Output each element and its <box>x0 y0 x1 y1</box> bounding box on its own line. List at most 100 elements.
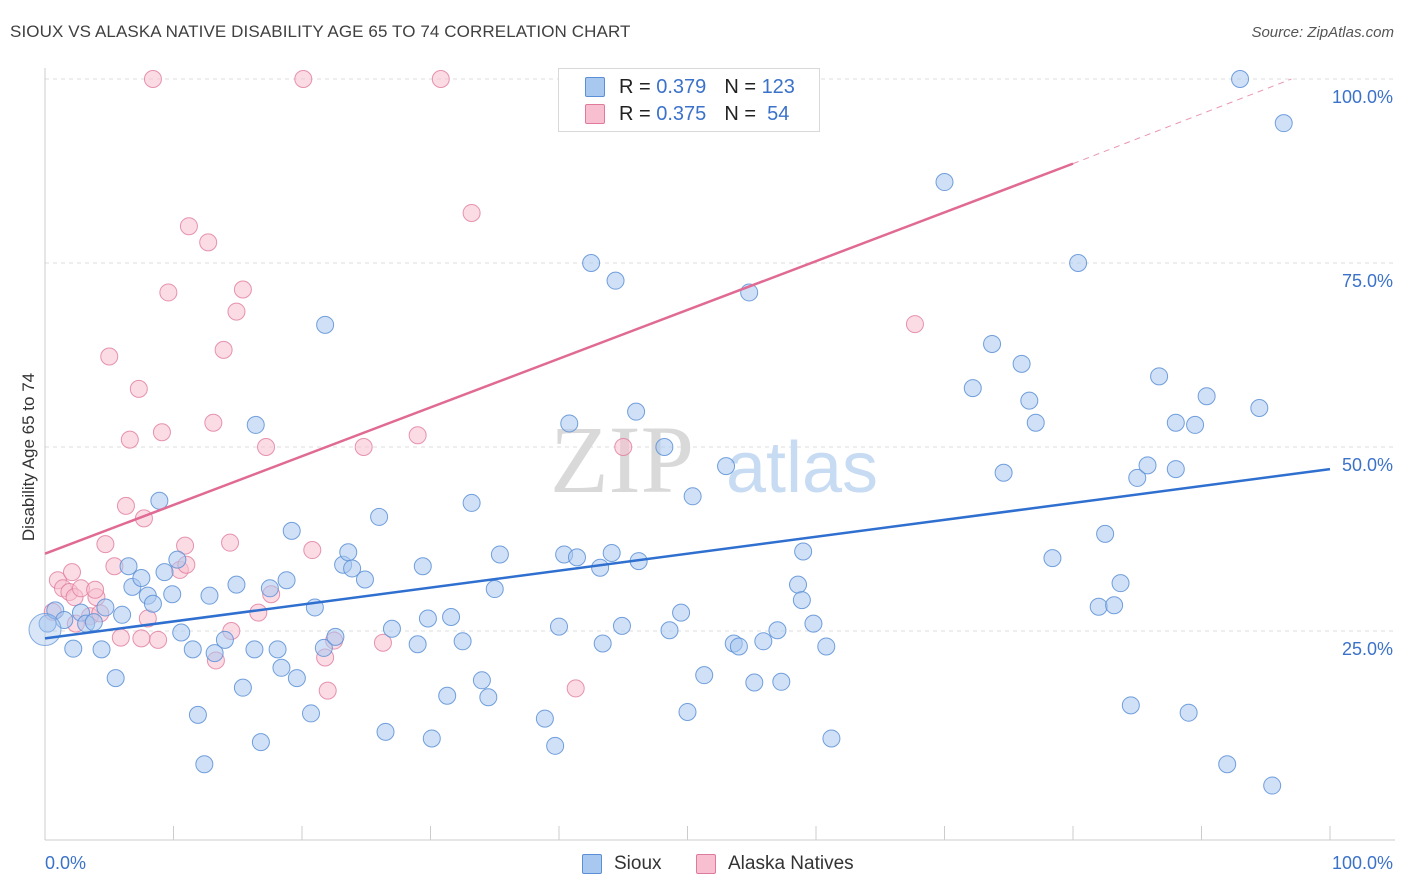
alaska-natives-trend-extension <box>1072 78 1292 165</box>
sioux-point <box>1121 696 1140 715</box>
legend-label-alaska-natives: Alaska Natives <box>728 853 854 874</box>
sioux-point <box>1166 460 1185 479</box>
series-legend: Sioux Alaska Natives <box>0 853 1406 877</box>
alaska-natives-point <box>318 681 337 700</box>
sioux-point <box>1012 354 1031 373</box>
sioux-point <box>462 493 481 512</box>
sioux-point <box>168 550 187 569</box>
axes <box>44 68 1395 841</box>
sioux-point <box>792 591 811 610</box>
sioux-point <box>453 632 472 651</box>
alaska-natives-point <box>96 535 115 554</box>
sioux-point <box>355 570 374 589</box>
sioux-point <box>550 617 568 636</box>
sioux-point <box>418 609 437 628</box>
sioux-point <box>438 686 457 705</box>
sioux-point <box>251 733 270 752</box>
sioux-point <box>655 438 674 456</box>
sioux-point <box>678 702 697 721</box>
sioux-point <box>472 671 491 690</box>
sioux-point <box>1197 387 1216 406</box>
source-label: Source: ZipAtlas.com <box>1251 24 1394 41</box>
sioux-point <box>64 639 83 658</box>
sioux-point <box>1128 468 1147 487</box>
sioux-point <box>1026 413 1045 432</box>
sioux-point <box>227 575 246 594</box>
sioux-point <box>729 637 748 656</box>
alaska-natives-point <box>132 629 151 648</box>
alaska-legend-swatch <box>696 854 716 874</box>
sioux-point <box>1089 597 1108 616</box>
sioux-point <box>326 627 345 646</box>
sioux-point <box>200 586 219 605</box>
stats-row-alaska: R = 0.375 N = 54 <box>585 100 789 128</box>
legend-item-sioux: Sioux <box>582 853 662 875</box>
sioux-point <box>268 640 287 659</box>
alaska-natives-point <box>227 302 246 321</box>
sioux-point <box>1020 391 1039 410</box>
sioux-point <box>789 575 808 594</box>
sioux-point <box>314 638 333 657</box>
sioux-point <box>339 543 358 562</box>
alaska-natives-point <box>159 283 178 302</box>
alaska-natives-point <box>257 438 276 456</box>
sioux-point <box>282 521 301 540</box>
alaska-natives-point <box>86 580 105 599</box>
alaska-natives-point <box>566 679 585 698</box>
sioux-point <box>1043 549 1062 568</box>
sioux-point <box>155 563 174 582</box>
sioux-point <box>1231 70 1250 88</box>
sioux-point <box>408 635 427 654</box>
sioux-point <box>92 640 111 659</box>
sioux-point <box>287 669 306 688</box>
sioux-point <box>215 630 234 649</box>
alaska-natives-point <box>431 70 450 88</box>
alaska-natives-point <box>905 315 924 334</box>
sioux-point <box>245 640 264 659</box>
sioux-point <box>602 543 621 562</box>
sioux-point <box>343 559 362 578</box>
alaska-natives-point <box>120 430 139 449</box>
sioux-point <box>188 705 207 724</box>
sioux-point <box>272 658 291 677</box>
sioux-point <box>260 579 279 598</box>
sioux-point <box>660 621 679 640</box>
y-tick-label: 50.0% <box>1342 455 1393 475</box>
sioux-point <box>376 722 395 741</box>
legend-label-sioux: Sioux <box>614 853 662 874</box>
sioux-point <box>413 557 432 576</box>
alaska-natives-point <box>408 426 427 445</box>
sioux-point <box>567 548 586 567</box>
sioux-point <box>822 729 841 748</box>
sioux-point <box>794 542 813 561</box>
sioux-point <box>1096 524 1115 543</box>
sioux-point <box>96 598 115 617</box>
sioux-point <box>1150 367 1169 386</box>
sioux-point <box>1250 398 1269 417</box>
sioux-point <box>606 271 625 290</box>
sioux-point <box>28 613 62 647</box>
sioux-point <box>817 637 836 656</box>
alaska-natives-point <box>116 496 135 515</box>
sioux-point <box>935 173 954 192</box>
sioux-point <box>150 491 169 510</box>
alaska-natives-point <box>373 633 392 652</box>
alaska-natives-point <box>100 347 119 366</box>
y-tick-label: 100.0% <box>1332 87 1393 107</box>
alaska-natives-point <box>129 379 148 398</box>
alaska-natives-point <box>143 70 162 88</box>
sioux-point <box>612 616 631 635</box>
r-label: R = <box>619 102 651 125</box>
alaska-natives-point <box>614 438 633 456</box>
sioux-point <box>745 673 764 692</box>
alaska-natives-point <box>149 630 168 649</box>
alaska-natives-point <box>111 628 130 647</box>
sioux-point <box>754 632 773 651</box>
sioux-point <box>695 666 714 685</box>
sioux-point <box>717 457 736 476</box>
alaska-natives-point <box>303 541 322 560</box>
sioux-point <box>582 254 601 272</box>
sioux-point <box>768 621 787 640</box>
sioux-point <box>560 414 579 433</box>
